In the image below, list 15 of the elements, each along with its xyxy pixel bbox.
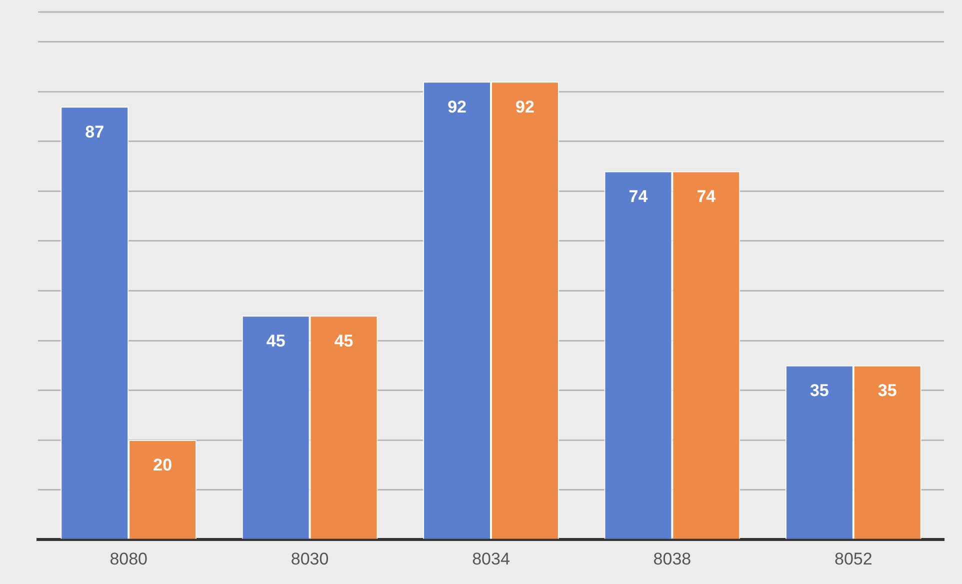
data-label: 35 <box>810 381 829 400</box>
data-label: 35 <box>878 381 897 400</box>
data-label: 74 <box>696 186 716 206</box>
x-tick-label: 8038 <box>653 549 692 568</box>
data-label: 45 <box>334 331 354 350</box>
x-tick-label: 8052 <box>834 549 872 568</box>
data-label: 87 <box>85 122 104 142</box>
data-label: 45 <box>266 331 286 350</box>
data-label: 74 <box>628 186 648 206</box>
data-label: 20 <box>153 456 172 475</box>
x-tick-label: 8030 <box>290 549 329 568</box>
x-tick-label: 8080 <box>110 549 148 568</box>
data-label: 92 <box>516 97 534 116</box>
data-label: 92 <box>448 97 466 116</box>
x-tick-label: 8034 <box>472 549 510 568</box>
